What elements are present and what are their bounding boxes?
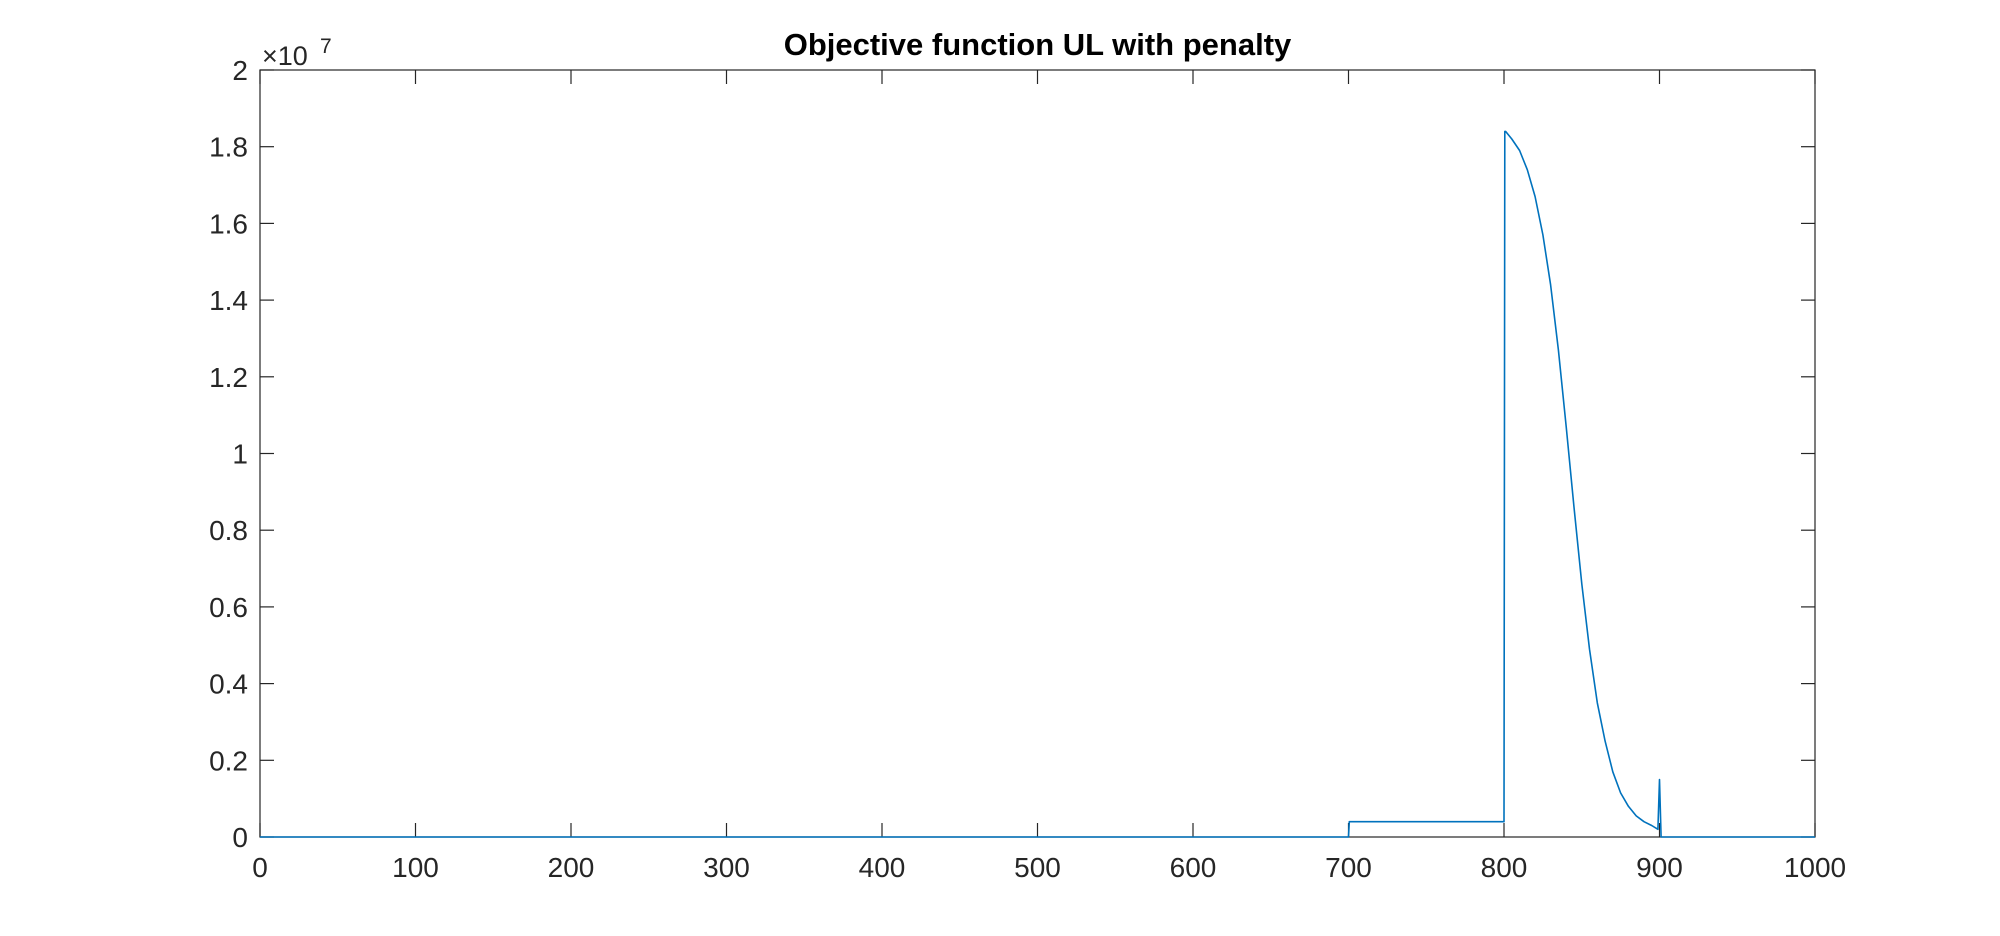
axes-box xyxy=(259,69,1816,838)
x-tick-label: 200 xyxy=(548,852,595,883)
y-tick-label: 1 xyxy=(232,439,248,470)
x-tick-label: 900 xyxy=(1636,852,1683,883)
y-tick-label: 0.4 xyxy=(209,669,248,700)
y-axis-exponent-power: 7 xyxy=(320,35,332,58)
y-tick-label: 0.8 xyxy=(209,515,248,546)
x-tick-label: 700 xyxy=(1325,852,1372,883)
x-tick-label: 1000 xyxy=(1784,852,1846,883)
y-axis-exponent: ×10 7 xyxy=(262,35,332,71)
y-tick-label: 1.6 xyxy=(209,208,248,239)
x-tick-label: 600 xyxy=(1170,852,1217,883)
plot-area: 0 100 200 300 400 500 600 700 800 900 1000 0 0.2 0.4 0… xyxy=(209,55,1846,883)
y-tick-label: 1.4 xyxy=(209,285,248,316)
x-tick-label: 800 xyxy=(1481,852,1528,883)
y-tick-label: 0.6 xyxy=(209,592,248,623)
y-tick-label: 0.2 xyxy=(209,745,248,776)
y-tick-label: 2 xyxy=(232,55,248,86)
y-tick-label: 0 xyxy=(232,822,248,853)
series-line-1 xyxy=(260,130,1815,838)
x-tick-label: 100 xyxy=(392,852,439,883)
y-tick-label: 1.2 xyxy=(209,362,248,393)
chart-title: Objective function UL with penalty xyxy=(784,27,1292,62)
y-tick-label: 1.8 xyxy=(209,132,248,163)
x-tick-label: 400 xyxy=(859,852,906,883)
x-tick-label: 500 xyxy=(1014,852,1061,883)
x-tick-label: 0 xyxy=(252,852,268,883)
x-tick-label: 300 xyxy=(703,852,750,883)
y-axis-exponent-base: ×10 xyxy=(262,41,308,71)
